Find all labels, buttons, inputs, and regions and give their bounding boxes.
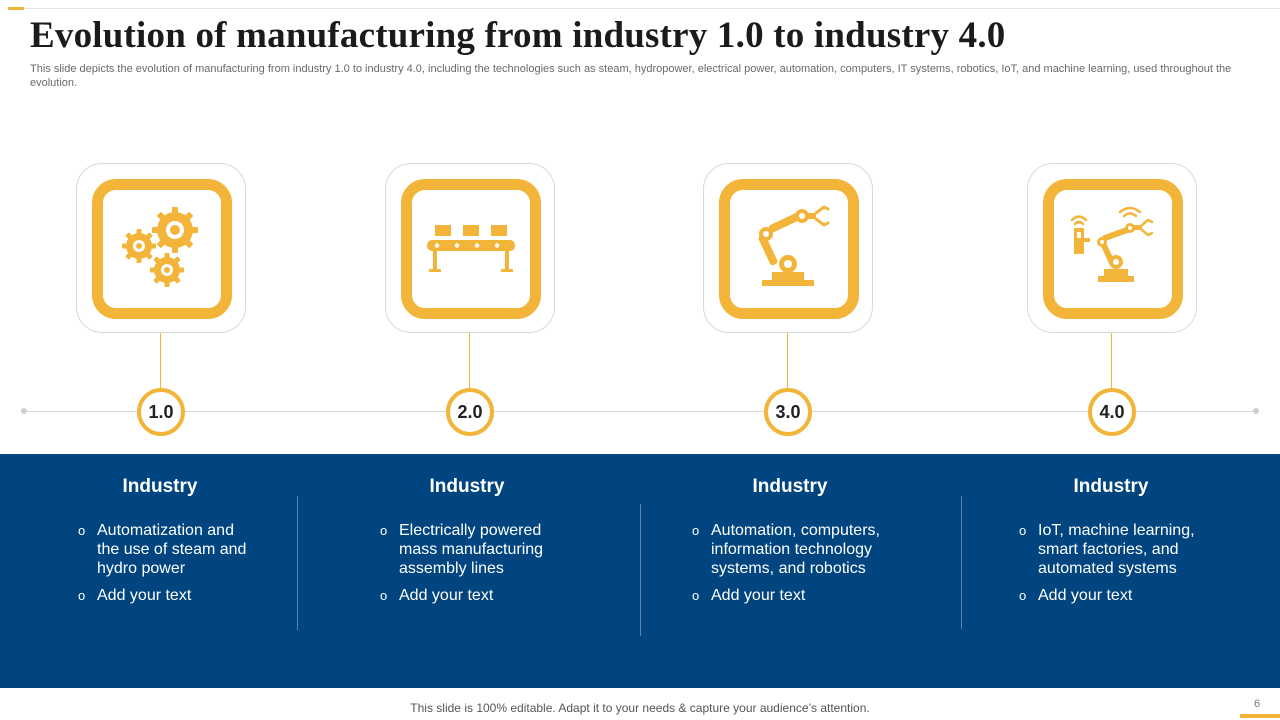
column-divider bbox=[640, 504, 641, 636]
conveyor-belt-icon bbox=[427, 225, 515, 272]
column-heading: Industry bbox=[752, 476, 828, 497]
column-divider bbox=[297, 496, 298, 630]
icon-frame bbox=[1043, 179, 1183, 319]
icon-frame bbox=[401, 179, 541, 319]
bullet-list: o IoT, machine learning, smart factories,… bbox=[1019, 521, 1215, 613]
column-heading: Industry bbox=[122, 476, 198, 497]
bullet-list: o Electrically powered mass manufacturing… bbox=[380, 521, 566, 613]
list-item: o Automation, computers, information tech… bbox=[692, 522, 880, 577]
icon-card bbox=[76, 163, 246, 333]
stage-badge: 4.0 bbox=[1088, 388, 1136, 436]
footer-note: This slide is 100% editable. Adapt it to… bbox=[410, 701, 870, 715]
iot-robot-icon bbox=[1070, 206, 1154, 282]
top-accent-bar bbox=[8, 7, 24, 10]
gears-icon bbox=[122, 207, 198, 287]
list-item: o Add your text bbox=[380, 587, 494, 604]
bullet-marker: o bbox=[1019, 588, 1027, 603]
stage-badge: 1.0 bbox=[137, 388, 185, 436]
robotic-arm-icon bbox=[758, 205, 830, 286]
list-item: o IoT, machine learning, smart factories,… bbox=[1019, 522, 1195, 577]
bullet-list: o Automation, computers, information tech… bbox=[692, 521, 897, 613]
bullet-list: o Automatization and the use of steam and… bbox=[78, 521, 254, 613]
bullet-marker: o bbox=[78, 523, 86, 538]
column-heading: Industry bbox=[1073, 476, 1149, 497]
bullet-marker: o bbox=[380, 588, 388, 603]
timeline-connector bbox=[469, 333, 470, 388]
list-item: o Add your text bbox=[692, 587, 806, 604]
timeline-connector bbox=[1111, 333, 1112, 388]
top-rule bbox=[24, 8, 1280, 9]
timeline-end-dot bbox=[1253, 408, 1259, 414]
slide-subtitle: This slide depicts the evolution of manu… bbox=[30, 63, 1232, 89]
icon-card bbox=[385, 163, 555, 333]
list-item: o Add your text bbox=[78, 587, 192, 604]
icon-card bbox=[703, 163, 873, 333]
bullet-marker: o bbox=[692, 588, 700, 603]
description-band: Industry o Automatization and the use of … bbox=[0, 454, 1280, 688]
column-divider bbox=[961, 496, 962, 629]
page-number-accent bbox=[1240, 714, 1280, 718]
list-item: o Electrically powered mass manufacturing… bbox=[380, 522, 544, 577]
stage-badge: 3.0 bbox=[764, 388, 812, 436]
bullet-marker: o bbox=[692, 523, 700, 538]
bullet-marker: o bbox=[78, 588, 86, 603]
icon-frame bbox=[92, 179, 232, 319]
list-item: o Add your text bbox=[1019, 587, 1133, 604]
slide-title: Evolution of manufacturing from industry… bbox=[30, 15, 1006, 56]
page-number: 6 bbox=[1254, 698, 1261, 710]
stage-badge: 2.0 bbox=[446, 388, 494, 436]
icon-frame bbox=[719, 179, 859, 319]
column-heading: Industry bbox=[429, 476, 505, 497]
timeline-connector bbox=[160, 333, 161, 388]
timeline-start-dot bbox=[21, 408, 27, 414]
bullet-marker: o bbox=[1019, 523, 1027, 538]
timeline-line bbox=[24, 411, 1256, 412]
timeline-connector bbox=[787, 333, 788, 388]
list-item: o Automatization and the use of steam and… bbox=[78, 522, 247, 577]
icon-card bbox=[1027, 163, 1197, 333]
bullet-marker: o bbox=[380, 523, 388, 538]
